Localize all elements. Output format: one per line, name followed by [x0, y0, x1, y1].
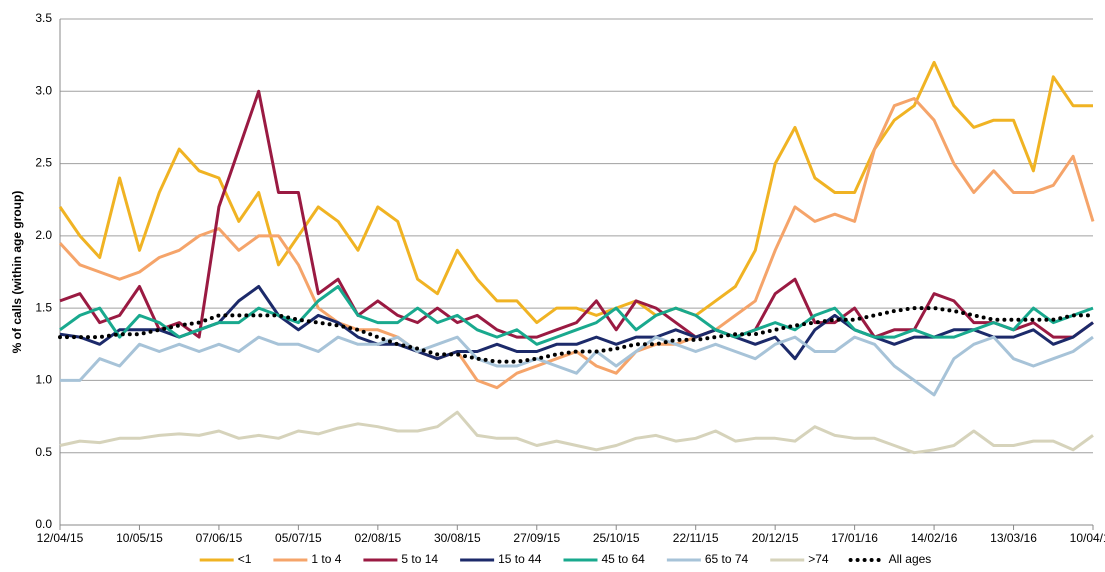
series-line [58, 306, 1095, 364]
x-tick-label: 10/04/16 [1070, 531, 1105, 545]
legend-label: 15 to 44 [498, 552, 542, 566]
legend-label: 45 to 64 [601, 552, 645, 566]
x-tick-label: 30/08/15 [434, 531, 481, 545]
series-line [59, 410, 1094, 455]
y-tick-label: 0.5 [35, 445, 52, 459]
x-tick-label: 13/03/16 [990, 531, 1037, 545]
y-tick-label: 3.5 [35, 11, 52, 25]
y-tick-label: 1.0 [35, 373, 52, 387]
legend-label: <1 [238, 552, 252, 566]
y-tick-label: 2.5 [35, 156, 52, 170]
y-tick-label: 1.5 [35, 300, 52, 314]
y-tick-label: 3.0 [35, 83, 52, 97]
x-tick-label: 14/02/16 [911, 531, 958, 545]
x-tick-label: 07/06/15 [196, 531, 243, 545]
series-line [59, 285, 1094, 361]
series-line [60, 335, 1094, 397]
legend-label: All ages [889, 552, 932, 566]
x-tick-label: 05/07/15 [275, 531, 322, 545]
legend-label: >74 [808, 552, 829, 566]
series-line [59, 89, 1094, 339]
x-tick-label: 27/09/15 [513, 531, 560, 545]
y-axis-label: % of calls (within age group) [10, 191, 24, 354]
legend-label: 5 to 14 [401, 552, 438, 566]
legend-label: 65 to 74 [705, 552, 749, 566]
x-tick-label: 17/01/16 [831, 531, 878, 545]
x-tick-label: 12/04/15 [37, 531, 84, 545]
x-tick-label: 10/05/15 [116, 531, 163, 545]
series-line [59, 285, 1094, 346]
y-tick-label: 2.0 [35, 228, 52, 242]
x-tick-label: 25/10/15 [593, 531, 640, 545]
series-line [58, 60, 1093, 325]
x-tick-label: 22/11/15 [673, 531, 719, 545]
x-tick-label: 02/08/15 [354, 531, 401, 545]
y-tick-label: 0.0 [35, 517, 52, 531]
x-tick-label: 20/12/15 [752, 531, 799, 545]
legend-label: 1 to 4 [311, 552, 341, 566]
